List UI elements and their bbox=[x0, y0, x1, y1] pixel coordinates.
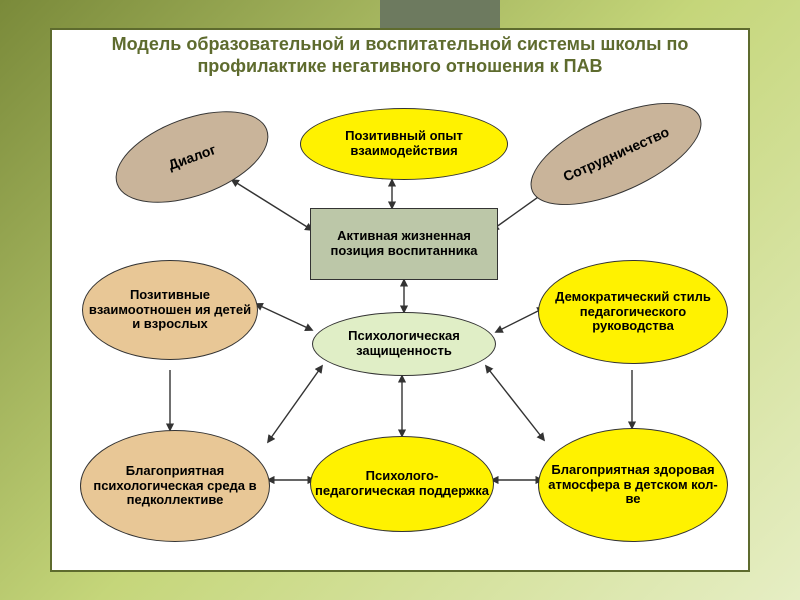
node-env_ped: Благоприятная психологическая среда в пе… bbox=[80, 430, 270, 542]
node-healthy_atm: Благоприятная здоровая атмосфера в детск… bbox=[538, 428, 728, 542]
node-democ: Демократический стиль педагогического ру… bbox=[538, 260, 728, 364]
node-pos_exp: Позитивный опыт взаимодействия bbox=[300, 108, 508, 180]
top-decoration bbox=[380, 0, 500, 28]
node-psych_safe: Психологическая защищенность bbox=[312, 312, 496, 376]
node-active: Активная жизненная позиция воспитанника bbox=[310, 208, 498, 280]
node-coop: Сотрудничество bbox=[516, 82, 715, 226]
slide: Модель образовательной и воспитательной … bbox=[0, 0, 800, 600]
node-psych_sup: Психолого- педагогическая поддержка bbox=[310, 436, 494, 532]
diagram-title: Модель образовательной и воспитательной … bbox=[52, 34, 748, 77]
diagram-panel: Модель образовательной и воспитательной … bbox=[50, 28, 750, 572]
node-pos_rel: Позитивные взаимоотношен ия детей и взро… bbox=[82, 260, 258, 360]
node-dialog: Диалог bbox=[103, 93, 280, 221]
